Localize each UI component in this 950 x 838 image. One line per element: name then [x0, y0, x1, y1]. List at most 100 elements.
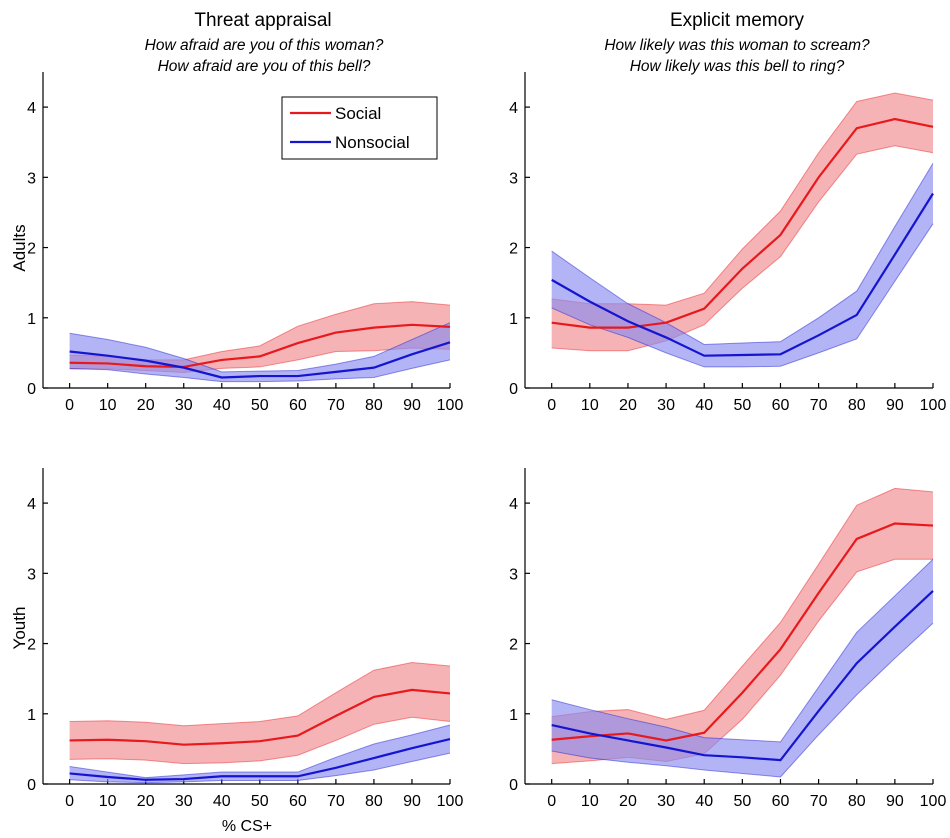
x-tick-label: 60	[772, 793, 790, 810]
y-tick-label: 3	[27, 170, 36, 187]
subtitle-line-2: How likely was this bell to ring?	[629, 58, 845, 75]
y-tick-label: 4	[27, 496, 36, 513]
series-line-nonsocial	[69, 341, 451, 379]
band-nonsocial	[551, 163, 933, 367]
x-tick-label: 80	[848, 397, 866, 414]
series-line-social	[69, 323, 451, 369]
series-line-social	[551, 522, 934, 742]
subtitle-line-2: How afraid are you of this bell?	[157, 58, 371, 75]
x-tick-label: 20	[137, 793, 155, 810]
x-tick-label: 60	[289, 397, 307, 414]
y-tick-label: 1	[27, 311, 36, 328]
y-tick-label: 0	[509, 381, 518, 398]
series-line-nonsocial	[551, 192, 934, 357]
band-upper-edge	[551, 558, 934, 743]
x-tick-label: 10	[99, 397, 117, 414]
x-axis-title: % CS+	[222, 818, 272, 835]
y-tick-label: 1	[509, 311, 518, 328]
x-tick-label: 100	[437, 793, 464, 810]
x-tick-label: 40	[695, 397, 713, 414]
x-tick-label: 10	[581, 397, 599, 414]
x-tick-label: 10	[99, 793, 117, 810]
band-social	[551, 488, 933, 764]
column-title-explicit-memory: Explicit memory	[669, 10, 805, 31]
x-tick-label: 90	[886, 793, 904, 810]
y-tick-label: 1	[27, 707, 36, 724]
x-tick-label: 70	[327, 793, 345, 810]
x-tick-label: 30	[657, 793, 675, 810]
series-line-social	[69, 688, 451, 746]
x-tick-label: 60	[289, 793, 307, 810]
x-tick-label: 10	[581, 793, 599, 810]
y-tick-label: 4	[27, 100, 36, 117]
x-tick-label: 50	[251, 793, 269, 810]
band-lower-edge	[69, 359, 451, 383]
band-social	[69, 301, 451, 373]
band-social	[69, 662, 451, 764]
row-label-youth: Youth	[10, 607, 29, 650]
x-tick-label: 40	[213, 793, 231, 810]
band-upper-edge	[69, 322, 451, 373]
y-tick-label: 2	[509, 637, 518, 654]
x-tick-label: 50	[733, 397, 751, 414]
x-tick-label: 20	[619, 793, 637, 810]
x-tick-label: 0	[547, 793, 556, 810]
x-tick-label: 0	[65, 793, 74, 810]
y-tick-label: 2	[27, 241, 36, 258]
band-upper-edge	[69, 724, 451, 779]
legend-label-nonsocial: Nonsocial	[335, 133, 410, 152]
column-title-threat-appraisal: Threat appraisal	[194, 10, 332, 31]
band-lower-edge	[551, 145, 934, 352]
x-tick-label: 100	[920, 793, 947, 810]
band-lower-edge	[69, 752, 451, 784]
x-tick-label: 70	[810, 397, 828, 414]
x-tick-label: 70	[810, 793, 828, 810]
x-tick-label: 70	[327, 397, 345, 414]
x-tick-label: 80	[365, 397, 383, 414]
band-upper-edge	[69, 662, 451, 727]
x-tick-label: 40	[695, 793, 713, 810]
x-tick-label: 50	[251, 397, 269, 414]
x-tick-label: 30	[175, 397, 193, 414]
y-tick-label: 4	[509, 100, 518, 117]
y-tick-label: 0	[27, 777, 36, 794]
legend-label-social: Social	[335, 104, 381, 123]
band-nonsocial	[69, 725, 451, 783]
y-tick-label: 3	[509, 170, 518, 187]
x-tick-label: 100	[920, 397, 947, 414]
band-social	[551, 93, 933, 351]
legend-box	[281, 96, 438, 160]
y-tick-label: 4	[509, 496, 518, 513]
y-tick-label: 2	[509, 241, 518, 258]
y-tick-label: 0	[509, 777, 518, 794]
y-tick-label: 1	[509, 707, 518, 724]
subtitle-line-1: How afraid are you of this woman?	[144, 37, 384, 54]
x-tick-label: 60	[772, 397, 790, 414]
x-tick-label: 0	[65, 397, 74, 414]
y-tick-label: 2	[27, 637, 36, 654]
series-line-nonsocial	[69, 737, 451, 781]
band-lower-edge	[551, 622, 934, 778]
y-tick-label: 0	[27, 381, 36, 398]
x-tick-label: 0	[547, 397, 556, 414]
y-tick-label: 3	[509, 566, 518, 583]
x-tick-label: 80	[848, 793, 866, 810]
x-tick-label: 80	[365, 793, 383, 810]
band-lower-edge	[69, 716, 451, 765]
x-tick-label: 20	[137, 397, 155, 414]
x-tick-label: 40	[213, 397, 231, 414]
column-subtitle-threat-appraisal: How afraid are you of this woman? How af…	[24, 35, 504, 77]
x-tick-label: 90	[403, 397, 421, 414]
band-nonsocial	[551, 559, 933, 777]
x-tick-label: 20	[619, 397, 637, 414]
row-label-adults: Adults	[10, 224, 29, 271]
y-tick-label: 3	[27, 566, 36, 583]
column-subtitle-explicit-memory: How likely was this woman to scream? How…	[497, 35, 950, 77]
x-tick-label: 90	[403, 793, 421, 810]
series-line-nonsocial	[551, 590, 934, 762]
